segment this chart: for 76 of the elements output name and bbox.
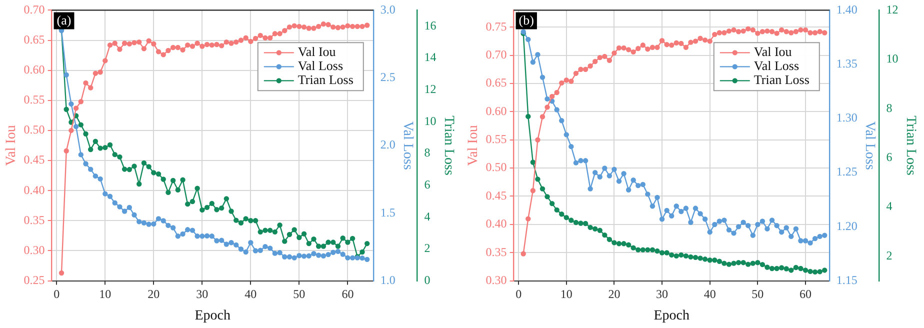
y3-tick-label: 10 [424, 114, 436, 128]
x-tick-label: 0 [54, 287, 60, 302]
y2-tick-label: 1.5 [380, 205, 396, 220]
y3-tick-label: 10 [886, 52, 898, 66]
y2-tick-label: 1.30 [836, 110, 858, 125]
x-tick-label: 10 [560, 287, 572, 302]
y2-tick-label: 2.5 [380, 70, 396, 84]
x-tick-label: 10 [99, 287, 112, 302]
y-axis-title: Val Iou [4, 125, 20, 166]
x-tick-label: 60 [342, 287, 354, 302]
x-tick-label: 60 [799, 287, 812, 302]
y-tick-label: 0.50 [24, 122, 45, 137]
y-tick-label: 0.60 [24, 62, 45, 76]
legend-label: Trian Loss [754, 72, 810, 88]
y2-tick-label: 3.0 [380, 2, 396, 16]
x-tick-label: 30 [656, 287, 668, 302]
x-tick-label: 20 [148, 287, 160, 302]
y3-tick-label: 2 [424, 241, 430, 256]
y3-tick-label: 8 [886, 100, 892, 115]
y-tick-label: 0.65 [24, 32, 45, 46]
y-tick-label: 0.55 [24, 92, 45, 107]
y-tick-label: 0.45 [486, 188, 507, 202]
y-tick-label: 0.75 [486, 19, 507, 34]
y3-tick-label: 4 [886, 199, 892, 214]
x-axis-title: Epoch [194, 308, 230, 324]
y2-axis-title: Val Loss [862, 121, 878, 170]
y3-tick-label: 12 [886, 2, 898, 16]
y3-axis-title: Trian Loss [902, 116, 918, 176]
y-axis-title: Val Iou [466, 125, 482, 166]
x-axis-title: Epoch [654, 308, 690, 324]
legend-label: Val Iou [298, 44, 336, 60]
y3-axis-title: Trian Loss [440, 116, 456, 176]
legend-label: Trian Loss [298, 72, 354, 88]
y2-tick-label: 2.0 [380, 138, 396, 152]
y-tick-label: 0.40 [24, 182, 45, 197]
y2-axis-title: Val Loss [400, 121, 416, 170]
y3-tick-label: 4 [424, 209, 430, 224]
y-tick-label: 0.70 [24, 2, 45, 16]
y3-tick-label: 2 [886, 248, 892, 262]
y-tick-label: 0.65 [486, 76, 507, 90]
y3-tick-label: 8 [424, 146, 430, 160]
y2-tick-label: 1.15 [836, 272, 858, 287]
y-tick-label: 0.55 [486, 132, 507, 146]
annotation: (b) [518, 12, 534, 28]
y2-tick-label: 1.0 [380, 272, 396, 287]
y3-tick-label: 16 [424, 18, 436, 32]
y-tick-label: 0.45 [24, 152, 45, 167]
y-tick-label: 0.40 [486, 216, 507, 231]
y-tick-label: 0.30 [486, 272, 507, 287]
y3-tick-label: 6 [886, 150, 892, 164]
y2-tick-label: 1.20 [836, 218, 858, 233]
annotation: (a) [56, 12, 72, 28]
x-tick-label: 40 [704, 287, 716, 302]
x-tick-label: 20 [608, 287, 620, 302]
x-tick-label: 0 [516, 287, 522, 302]
x-tick-label: 30 [196, 287, 208, 302]
y2-tick-label: 1.35 [836, 56, 858, 70]
y-tick-label: 0.35 [24, 212, 45, 227]
y-tick-label: 0.30 [24, 242, 45, 257]
legend-label: Val Iou [754, 44, 792, 60]
y3-tick-label: 14 [424, 50, 436, 64]
y-tick-label: 0.35 [486, 244, 507, 259]
x-tick-label: 50 [752, 287, 764, 302]
x-tick-label: 40 [244, 287, 257, 302]
legend-label: Val Loss [754, 58, 800, 74]
legend-label: Val Loss [298, 58, 344, 74]
y3-tick-label: 12 [424, 82, 436, 96]
y-tick-label: 0.70 [486, 47, 507, 62]
x-tick-label: 50 [293, 287, 306, 302]
y3-tick-label: 0 [424, 272, 430, 287]
y2-tick-label: 1.40 [836, 2, 858, 16]
y2-tick-label: 1.25 [836, 164, 858, 179]
y3-tick-label: 6 [424, 177, 430, 192]
y-tick-label: 0.50 [486, 160, 507, 174]
y-tick-label: 0.25 [24, 272, 45, 287]
y-tick-label: 0.60 [486, 104, 507, 118]
